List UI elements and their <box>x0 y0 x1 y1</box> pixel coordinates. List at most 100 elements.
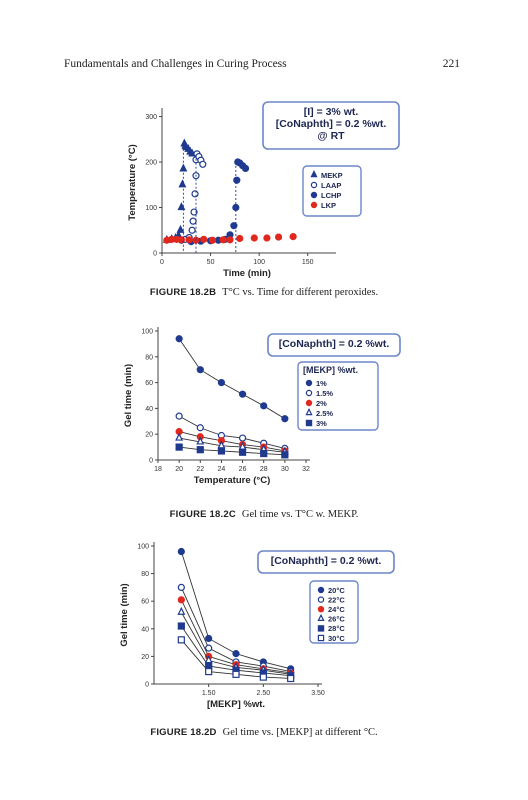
data-point <box>196 446 204 454</box>
annotation-text: [CoNaphth] = 0.2 %wt. <box>279 338 390 350</box>
x-tick-label: 2.50 <box>257 690 271 697</box>
legend-marker <box>317 596 325 603</box>
annotation-text: [I] = 3% wt. <box>304 106 359 118</box>
data-point <box>232 670 240 678</box>
series-line <box>179 437 285 453</box>
figure-caption-c: FIGURE 18.2C Gel time vs. T°C w. MEKP. <box>0 509 528 520</box>
data-point <box>178 179 187 188</box>
annotation-text: @ RT <box>317 130 345 142</box>
data-point <box>190 208 198 216</box>
data-point <box>236 234 244 243</box>
data-point <box>238 448 247 456</box>
legend-box <box>297 361 379 431</box>
legend-marker <box>310 191 318 199</box>
x-tick-label: 26 <box>239 466 247 473</box>
data-point <box>177 583 185 592</box>
data-point <box>260 402 268 410</box>
legend-label: 28°C <box>328 624 345 633</box>
x-tick-label: 32 <box>302 466 310 473</box>
running-title: Fundamentals and Challenges in Curing Pr… <box>64 58 287 70</box>
legend-marker <box>317 613 325 622</box>
data-point <box>289 233 297 241</box>
figure-18-2d-chart: 1.50 2.50 3.50 0 20 40 60 80 100 [MEKP] %wt. Gel t… <box>119 542 395 710</box>
y-tick-label: 20 <box>145 432 153 439</box>
data-point <box>238 434 247 442</box>
data-point <box>177 547 185 556</box>
figure-caption-b: FIGURE 18.2B T°C vs. Time for different p… <box>0 287 528 298</box>
caption-label: FIGURE 18.2D <box>150 727 217 738</box>
legend-label: 26°C <box>328 615 345 624</box>
data-point <box>177 636 185 644</box>
y-tick-label: 100 <box>145 205 157 212</box>
y-axis-label: Gel time (min) <box>119 583 130 646</box>
data-point <box>233 176 241 184</box>
data-point <box>188 226 196 234</box>
data-point <box>250 234 258 242</box>
data-point <box>200 235 208 243</box>
legend-label: LCHP <box>321 191 341 200</box>
legend-marker <box>310 170 318 178</box>
data-point <box>219 236 227 244</box>
legend-marker <box>317 634 325 642</box>
x-tick-label: 28 <box>260 466 268 473</box>
running-head: Fundamentals and Challenges in Curing Pr… <box>64 58 460 70</box>
x-axis-label: [MEKP] %wt. <box>207 699 265 710</box>
data-point <box>175 335 183 343</box>
annotation-box <box>262 101 400 150</box>
data-point <box>179 163 188 172</box>
y-tick-label: 100 <box>137 544 149 551</box>
data-point <box>281 451 289 459</box>
data-point <box>205 644 213 652</box>
data-point <box>177 596 185 604</box>
data-point <box>185 236 193 244</box>
legend-label: 3% <box>316 419 327 428</box>
legend-label: 1% <box>316 379 327 388</box>
data-point <box>196 436 205 445</box>
y-tick-label: 0 <box>153 251 157 258</box>
x-tick-label: 50 <box>207 259 215 266</box>
y-tick-label: 300 <box>145 114 157 121</box>
y-tick-label: 40 <box>145 406 153 413</box>
data-point <box>175 432 184 441</box>
legend-marker <box>310 181 318 189</box>
y-axis-label: Temperature (°C) <box>127 144 138 220</box>
data-point <box>191 190 199 198</box>
caption-text: Gel time vs. [MEKP] at different °C. <box>222 727 378 738</box>
data-point <box>208 236 217 244</box>
legend-label: LAAP <box>321 181 341 190</box>
x-tick-label: 150 <box>302 259 314 266</box>
legend-marker <box>317 606 325 613</box>
data-point <box>205 667 213 676</box>
caption-text: T°C vs. Time for different peroxides. <box>222 287 379 298</box>
y-tick-label: 40 <box>141 626 149 633</box>
data-point <box>217 379 226 387</box>
x-tick-label: 3.50 <box>311 690 325 697</box>
legend-marker <box>310 201 318 209</box>
caption-label: FIGURE 18.2B <box>149 287 217 298</box>
legend-label: 22°C <box>328 595 345 604</box>
y-axis-label: Gel time (min) <box>123 364 134 427</box>
data-point <box>238 390 247 398</box>
caption-text: Gel time vs. T°C w. MEKP. <box>241 509 359 520</box>
y-tick-label: 20 <box>141 654 149 661</box>
legend-marker <box>305 419 313 427</box>
legend-label: 1.5% <box>316 389 333 398</box>
legend-box <box>302 165 362 217</box>
legend-marker <box>305 389 313 397</box>
x-tick-label: 18 <box>154 466 162 473</box>
x-tick-label: 22 <box>196 466 204 473</box>
data-point <box>217 447 226 455</box>
x-tick-label: 24 <box>218 466 226 473</box>
data-point <box>263 234 271 242</box>
data-point <box>189 217 197 225</box>
figure-caption-d: FIGURE 18.2D Gel time vs. [MEKP] at diffe… <box>0 727 528 738</box>
y-tick-label: 0 <box>149 458 153 465</box>
legend-marker <box>305 379 313 387</box>
annotation-text: [CoNaphth] = 0.2 %wt. <box>276 118 387 130</box>
data-point <box>281 415 289 423</box>
y-tick-label: 100 <box>141 329 153 336</box>
x-tick-label: 100 <box>253 259 265 266</box>
data-point <box>196 424 204 432</box>
x-axis-label: Time (min) <box>223 268 271 279</box>
data-point <box>232 650 240 658</box>
